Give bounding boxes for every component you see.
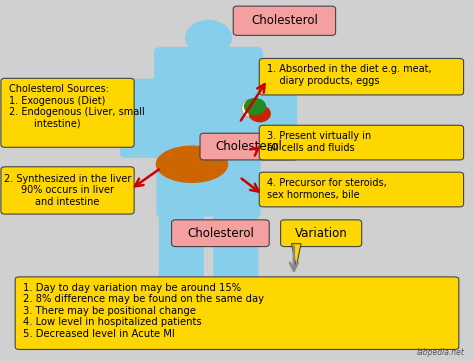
FancyBboxPatch shape bbox=[259, 172, 464, 207]
FancyBboxPatch shape bbox=[159, 202, 204, 285]
Circle shape bbox=[245, 99, 265, 114]
Polygon shape bbox=[292, 244, 301, 267]
FancyBboxPatch shape bbox=[233, 6, 336, 35]
Ellipse shape bbox=[156, 146, 228, 182]
Text: Cholesterol: Cholesterol bbox=[215, 140, 283, 153]
Text: Cholesterol Sources:
1. Exogenous (Diet)
2. Endogenous (Liver, small
        int: Cholesterol Sources: 1. Exogenous (Diet)… bbox=[9, 84, 144, 129]
FancyBboxPatch shape bbox=[281, 220, 362, 247]
FancyBboxPatch shape bbox=[172, 220, 269, 247]
FancyBboxPatch shape bbox=[200, 133, 298, 160]
FancyBboxPatch shape bbox=[15, 277, 459, 349]
Text: 4. Precursor for steroids,
sex hormones, bile: 4. Precursor for steroids, sex hormones,… bbox=[267, 178, 387, 200]
FancyBboxPatch shape bbox=[259, 125, 464, 160]
Text: labpedia.net: labpedia.net bbox=[417, 348, 465, 357]
Text: 2. Synthesized in the liver
90% occurs in liver
and intestine: 2. Synthesized in the liver 90% occurs i… bbox=[4, 174, 131, 207]
Circle shape bbox=[249, 106, 270, 122]
FancyBboxPatch shape bbox=[154, 47, 263, 157]
Text: 1. Day to day variation may be around 15%
2. 8% difference may be found on the s: 1. Day to day variation may be around 15… bbox=[23, 283, 264, 339]
Text: Cholesterol: Cholesterol bbox=[251, 14, 318, 27]
Ellipse shape bbox=[242, 100, 256, 117]
FancyBboxPatch shape bbox=[1, 78, 134, 147]
Text: Cholesterol: Cholesterol bbox=[187, 227, 254, 240]
Text: 3. Present virtually in
all cells and fluids: 3. Present virtually in all cells and fl… bbox=[267, 131, 371, 153]
FancyBboxPatch shape bbox=[120, 79, 169, 158]
FancyBboxPatch shape bbox=[248, 79, 297, 158]
Text: Variation: Variation bbox=[295, 227, 347, 240]
Text: 1. Absorbed in the diet e.g. meat,
    diary products, eggs: 1. Absorbed in the diet e.g. meat, diary… bbox=[267, 64, 431, 86]
FancyBboxPatch shape bbox=[213, 202, 258, 285]
FancyBboxPatch shape bbox=[1, 167, 134, 214]
FancyBboxPatch shape bbox=[259, 58, 464, 95]
FancyBboxPatch shape bbox=[156, 141, 261, 217]
Circle shape bbox=[186, 21, 231, 55]
